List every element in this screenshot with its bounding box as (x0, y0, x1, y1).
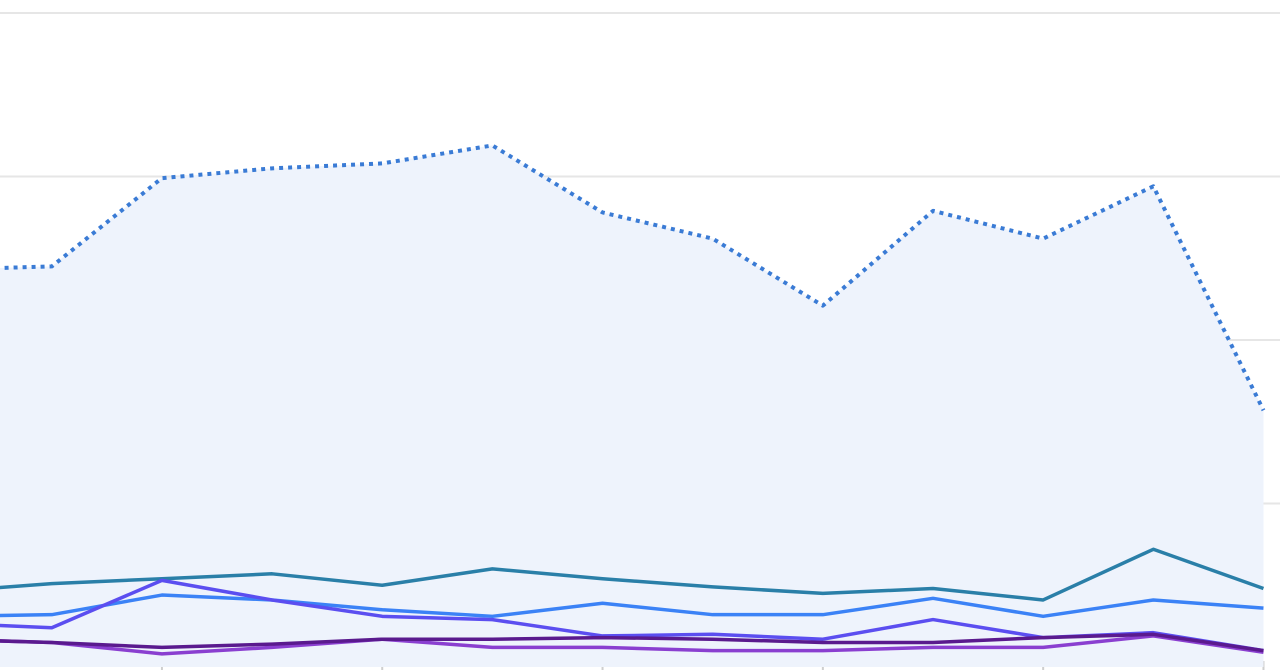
series-line (0, 634, 1264, 656)
series-line (0, 632, 1264, 653)
area (0, 145, 1264, 667)
plot-area (0, 12, 1280, 670)
series-line (0, 593, 1264, 619)
series-line (0, 143, 1266, 412)
